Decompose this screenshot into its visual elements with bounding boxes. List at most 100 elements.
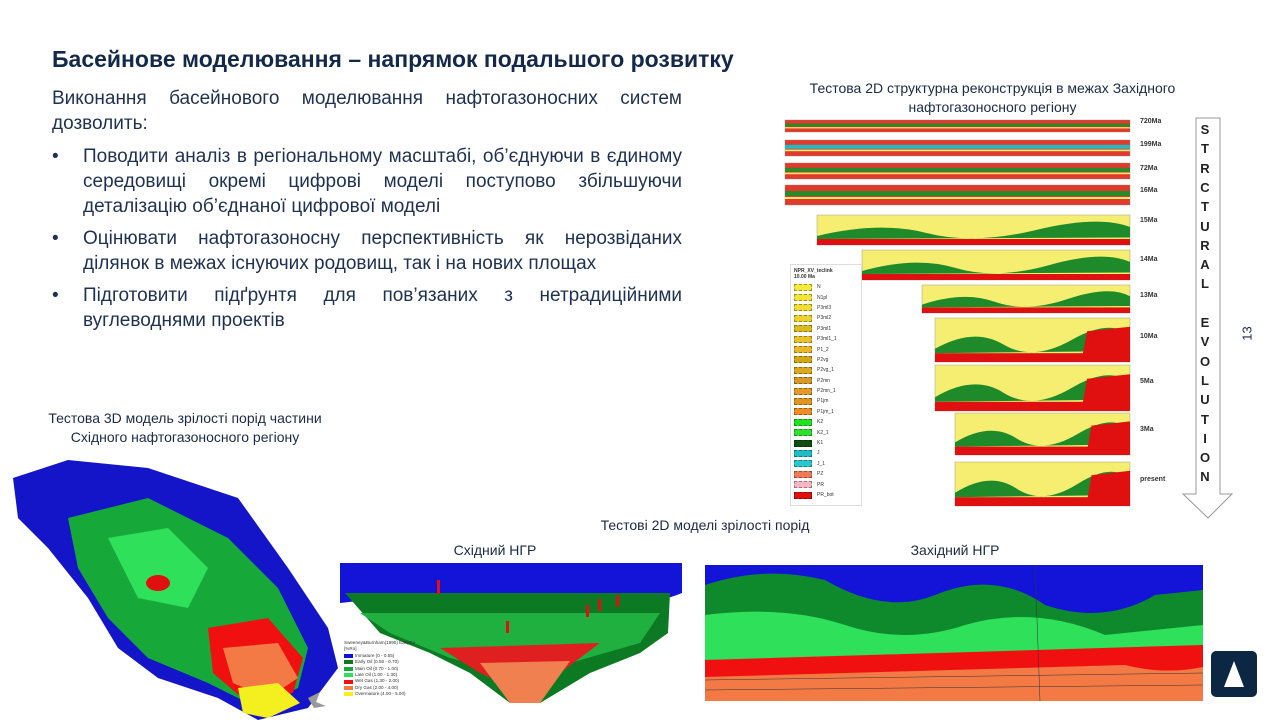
maturity-legend-item: Dry Gas (2.00 - 4.00) xyxy=(344,685,416,691)
legend-swatch xyxy=(794,460,812,468)
legend-swatch xyxy=(794,481,812,489)
legend-item: P2vg xyxy=(791,355,861,365)
arrow-letter: E xyxy=(1200,315,1210,330)
east-title: Східний НГР xyxy=(453,542,537,558)
arrow-letter: N xyxy=(1200,469,1210,485)
arrow-letter: O xyxy=(1199,353,1211,369)
legend-item: P3ml1 xyxy=(791,324,861,334)
models2d-caption: Тестові 2D моделі зрілості порід xyxy=(600,517,810,533)
maturity-legend-item: Main Oil (0.70 - 1.00) xyxy=(344,666,416,672)
legend-item: N xyxy=(791,282,861,292)
legend-label: P3ml2 xyxy=(817,315,832,322)
time-label: 3Ma xyxy=(1140,426,1154,433)
legend-label: P3ml3 xyxy=(817,304,832,311)
maturity-legend-item: Late Oil (1.00 - 1.30) xyxy=(344,672,416,678)
legend-item: P2vg_1 xyxy=(791,365,861,375)
legend-item: P3ml1_1 xyxy=(791,334,861,344)
arrow-letter: T xyxy=(1201,411,1209,427)
legend-swatch xyxy=(344,660,353,665)
stratigraphy-legend: NPR_XV_teclink 10.00 Ma N N1pl P3ml3 P3ml2 P… xyxy=(790,264,862,506)
legend-swatch xyxy=(344,654,353,659)
time-label: 13Ma xyxy=(1140,292,1158,299)
legend-swatch xyxy=(794,470,812,478)
arrow-letter: V xyxy=(1200,334,1210,350)
reconstruction-panel xyxy=(934,317,1131,363)
reconstruction-panel xyxy=(861,249,1131,281)
intro-text: Виконання басейнового моделювання нафтог… xyxy=(52,88,682,134)
model3d-caption: Тестова 3D модель зрілості порід частини… xyxy=(48,410,322,445)
legend-item: PZ xyxy=(791,469,861,479)
legend-item: J_1 xyxy=(791,459,861,469)
reconstruction-panel xyxy=(954,461,1131,507)
time-label: 10Ma xyxy=(1140,333,1158,340)
reconstruction-panel xyxy=(784,184,1131,206)
legend-item: K1 xyxy=(791,438,861,448)
reconstruction-panel xyxy=(954,412,1131,456)
legend-swatch xyxy=(794,429,812,437)
legend-label: Late Oil (1.00 - 1.30) xyxy=(355,672,398,678)
legend-label: P1jm_1 xyxy=(817,408,834,415)
maturity-legend: Sweeney&Burnham(1990) EasyRo [%Ro] Immat… xyxy=(344,640,416,698)
time-label: 14Ma xyxy=(1140,256,1158,263)
legend-item: PR xyxy=(791,479,861,489)
company-logo xyxy=(1211,651,1257,697)
legend-title: NPR_XV_teclink xyxy=(794,268,833,274)
legend-item: P1jm_1 xyxy=(791,407,861,417)
legend-item: K2 xyxy=(791,417,861,427)
bullet-item: Оцінювати нафтогазоносну перспективність… xyxy=(52,226,682,276)
legend-label: PZ xyxy=(817,471,824,478)
bullet-list: Поводити аналіз в регіональному масштабі… xyxy=(52,144,682,340)
legend-item: K2_1 xyxy=(791,427,861,437)
legend-label: Immature (0 - 0.55) xyxy=(355,652,395,658)
legend-swatch xyxy=(794,397,812,405)
time-label: 720Ma xyxy=(1140,118,1162,125)
legend-label: P2mn xyxy=(817,377,831,384)
legend-item: P2mn xyxy=(791,376,861,386)
legend-swatch xyxy=(344,673,353,678)
legend-swatch xyxy=(794,346,812,354)
legend-swatch xyxy=(794,356,812,364)
bullet-item: Поводити аналіз в регіональному масштабі… xyxy=(52,144,682,219)
time-label: 199Ma xyxy=(1140,141,1162,148)
legend-item: P1_2 xyxy=(791,344,861,354)
legend-label: P3ml1 xyxy=(817,325,832,332)
arrow-letter: L xyxy=(1201,372,1209,388)
legend-swatch xyxy=(794,366,812,374)
legend-swatch xyxy=(794,283,812,291)
legend-label: P1_2 xyxy=(817,346,829,353)
arrow-letter: L xyxy=(1201,276,1209,292)
arrow-letter: R xyxy=(1200,237,1210,253)
legend-swatch xyxy=(344,666,353,671)
time-label: present xyxy=(1140,476,1166,483)
legend-label: P2vg xyxy=(817,356,829,363)
legend-label: PR xyxy=(817,481,824,488)
legend-swatch xyxy=(794,491,812,499)
reconstruction-panel xyxy=(816,214,1131,246)
arrow-letter: U xyxy=(1200,218,1210,234)
arrow-letter: R xyxy=(1200,160,1210,176)
time-label: 16Ma xyxy=(1140,187,1158,194)
legend-item: J xyxy=(791,448,861,458)
legend-swatch xyxy=(794,418,812,426)
time-label: 5Ma xyxy=(1140,378,1154,385)
west-maturity-section xyxy=(705,565,1203,701)
legend-swatch xyxy=(794,294,812,302)
legend-label: N1pl xyxy=(817,294,828,301)
legend-swatch xyxy=(794,439,812,447)
legend-item: P2mn_1 xyxy=(791,386,861,396)
legend-age: 10.00 Ma xyxy=(794,274,815,280)
arrow-letter: T xyxy=(1201,199,1209,215)
maturity-legend-item: Overmature (4.00 - 5.00) xyxy=(344,691,416,697)
legend-label: P3ml1_1 xyxy=(817,336,837,343)
legend-swatch xyxy=(794,377,812,385)
legend-label: P2mn_1 xyxy=(817,388,836,395)
maturity-legend-item: Immature (0 - 0.55) xyxy=(344,653,416,659)
legend-label: K2_1 xyxy=(817,429,829,436)
maturity-legend-item: Early Oil (0.55 - 0.70) xyxy=(344,659,416,665)
legend-item: P1jm xyxy=(791,396,861,406)
legend-label: P2vg_1 xyxy=(817,367,834,374)
arrow-letter: A xyxy=(1200,257,1210,273)
legend-swatch xyxy=(344,692,353,697)
down-arrow-icon xyxy=(1181,117,1234,519)
